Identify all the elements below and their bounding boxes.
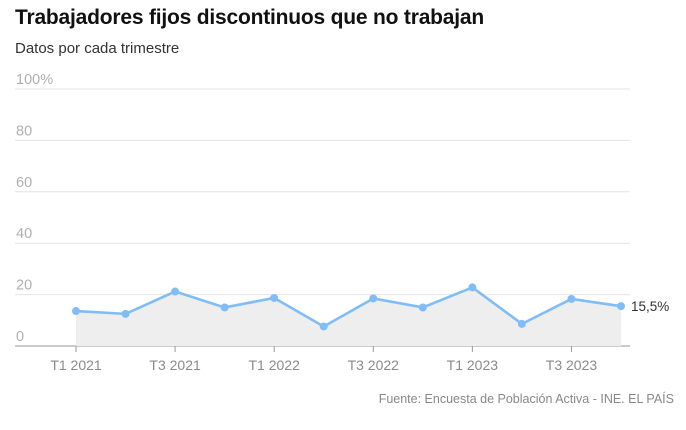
- x-tick-label: T3 2022: [348, 357, 400, 373]
- series-line-layer: [74, 286, 623, 328]
- x-tick-label: T1 2023: [447, 357, 499, 373]
- x-tick-label: T1 2022: [248, 357, 300, 373]
- data-point: [617, 302, 625, 311]
- y-tick-label: 40: [16, 226, 32, 242]
- x-tick-label: T3 2023: [546, 357, 598, 373]
- area-layer: [76, 287, 621, 346]
- data-point: [468, 283, 477, 292]
- y-tick-label: 80: [16, 123, 32, 139]
- data-points: [72, 283, 625, 331]
- chart-subtitle: Datos por cada trimestre: [15, 40, 180, 57]
- y-tick-label: 20: [16, 278, 32, 294]
- data-point: [369, 294, 378, 303]
- data-point: [121, 309, 130, 318]
- data-point: [72, 307, 80, 316]
- x-tick-label: T3 2021: [149, 357, 201, 373]
- chart-title: Trabajadores fijos discontinuos que no t…: [15, 6, 485, 29]
- y-tick-label: 60: [16, 175, 32, 191]
- x-tick-label: T1 2021: [50, 357, 102, 373]
- source-note: Fuente: Encuesta de Población Activa - I…: [378, 392, 674, 406]
- end-value-label: 15,5%: [631, 299, 669, 314]
- x-axis-ticks: T1 2021 T3 2021 T1 2022 T3 2022 T1 2023 T3 20…: [50, 346, 597, 373]
- data-point: [418, 303, 427, 312]
- data-point: [319, 322, 328, 331]
- y-tick-label: 0: [16, 329, 24, 345]
- data-point: [517, 319, 526, 328]
- y-axis-ticks: 100% 80 60 40 20 0: [16, 72, 53, 345]
- series-line: [74, 286, 623, 328]
- data-point: [220, 303, 229, 312]
- line-chart: 100% 80 60 40 20 0 T1 2021 T3 2021 T1 2022 T3 20…: [15, 72, 669, 373]
- gridlines: [15, 88, 630, 347]
- data-point: [567, 294, 576, 303]
- series-area: [76, 287, 621, 346]
- data-point: [171, 287, 180, 296]
- y-tick-label: 100%: [16, 72, 53, 88]
- data-point: [270, 293, 279, 302]
